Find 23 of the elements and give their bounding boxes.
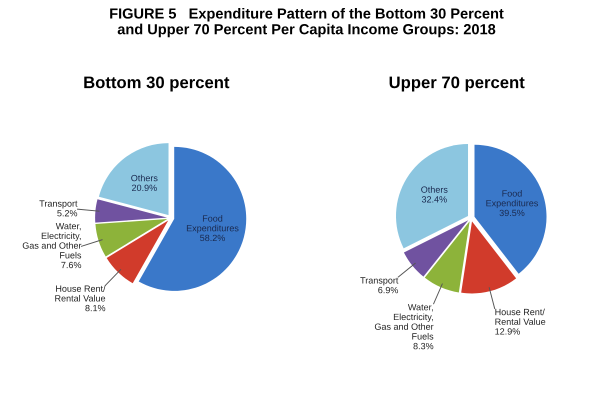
data-label: 39.5% [500,210,524,216]
data-label: 8.1% [85,304,106,312]
data-label: 7.6% [61,262,82,268]
slice-label: House Rent/ Rental Value [495,308,546,325]
slice-label: Transport [360,277,398,286]
data-label: 8.3% [413,342,434,350]
chart-title: Bottom 30 percent [84,76,230,92]
data-label: 32.4% [422,196,447,203]
data-label: 58.2% [200,234,225,242]
caption: FIGURE 5 Expenditure Pattern of the Bottom 30 Percent and Upper 70 Percent Per Capita Income Groups: 2018 [110,8,504,38]
slice-label: Food Expenditures [186,215,239,234]
data-label: 12.9% [495,328,520,335]
data-label: 20.9% [132,184,157,192]
slice-label: Water, Electricity, Gas and Other Fuels [22,223,82,258]
data-label: 6.9% [378,286,398,294]
chart-title: Upper 70 percent [390,76,525,92]
slice-label: Water, Electricity, Gas and Other Fuels [374,304,434,340]
slice-label: Food Expenditures [486,190,538,208]
slice-label: House Rent/ Rental Value [55,285,106,302]
slice-label: Transport [39,200,78,208]
data-label: 5.2% [57,210,78,216]
slice-label: Others [131,174,158,182]
slice-label: Others [421,186,448,193]
